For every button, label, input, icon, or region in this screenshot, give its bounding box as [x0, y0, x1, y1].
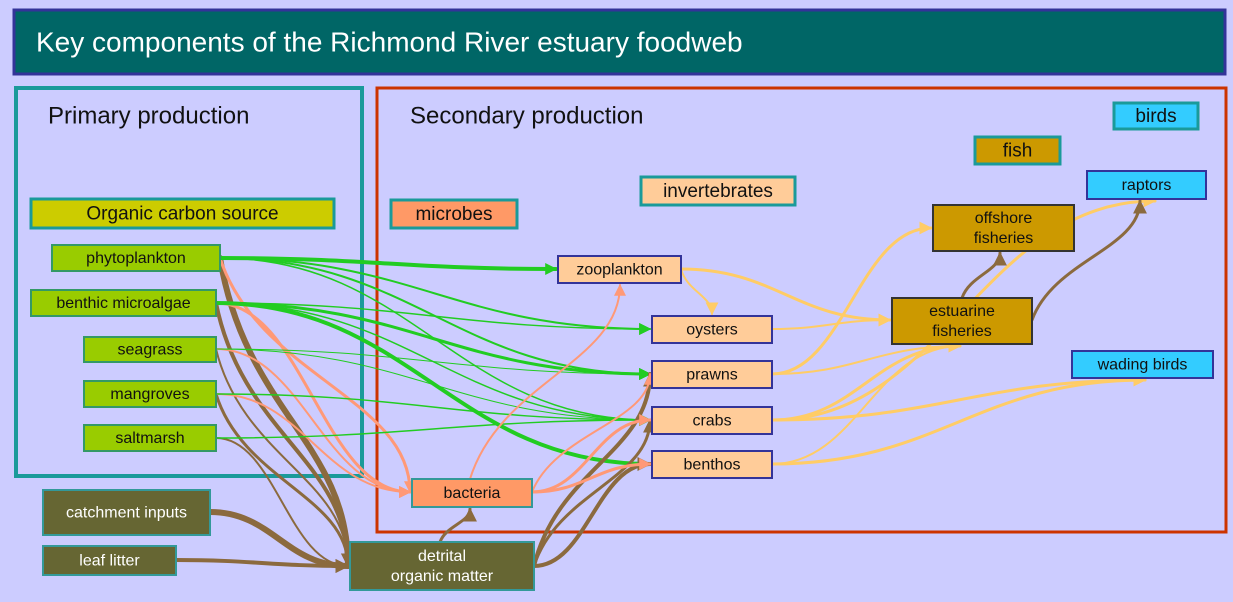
node-box — [42, 545, 177, 576]
node-label: saltmarsh — [115, 430, 184, 447]
group-box — [973, 135, 1062, 166]
node-box — [51, 244, 221, 272]
node-box — [349, 541, 535, 591]
group-box — [29, 197, 336, 230]
node-box — [891, 297, 1033, 345]
flow-arrow — [174, 558, 350, 573]
flow-arrow — [530, 458, 652, 494]
flow-arrow — [771, 339, 962, 465]
flow-arrow — [532, 457, 652, 568]
panel-title: Primary production — [48, 102, 249, 129]
group-label: Organic carbon source — [86, 204, 278, 225]
flow-arrow — [771, 339, 962, 375]
flow-arrow — [1030, 199, 1147, 322]
node-box — [83, 424, 217, 452]
flow-arrow — [207, 509, 351, 573]
flow-arrow — [214, 301, 412, 498]
node-label: organic matter — [391, 568, 494, 585]
node-label: benthic microalgae — [56, 295, 190, 312]
group-box — [639, 175, 797, 207]
node-label: raptors — [1122, 177, 1172, 194]
node-box — [557, 255, 682, 284]
title-bar — [12, 8, 1227, 76]
flow-arrow — [770, 373, 1147, 422]
group-label: fish — [1003, 141, 1033, 162]
node-label: seagrass — [118, 342, 183, 359]
flow-arrow — [531, 372, 656, 493]
flow-arrow — [218, 256, 416, 494]
node-box — [83, 336, 217, 363]
group-box — [389, 198, 519, 230]
node-box — [651, 315, 773, 344]
node-label: zooplankton — [576, 262, 662, 279]
flow-arrow — [215, 348, 355, 568]
flow-arrow — [679, 267, 892, 327]
node-label: phytoplankton — [86, 250, 186, 267]
group-label: birds — [1135, 106, 1176, 127]
title: Key components of the Richmond River est… — [36, 26, 743, 57]
node-box — [30, 289, 217, 317]
node-box — [83, 380, 217, 408]
primary-panel — [14, 86, 364, 478]
flow-arrow — [532, 372, 657, 568]
flow-arrow — [215, 302, 652, 335]
node-box — [1086, 170, 1207, 200]
node-label: bacteria — [444, 485, 501, 502]
flow-arrow — [771, 313, 892, 330]
flow-arrow — [770, 373, 1147, 466]
flow-arrow — [214, 392, 355, 568]
flow-arrow — [532, 418, 657, 568]
node-label: oysters — [686, 322, 738, 339]
node-box — [651, 450, 773, 479]
flow-arrow — [219, 257, 652, 335]
flow-arrow — [215, 437, 350, 573]
node-box — [411, 478, 533, 508]
flow-arrow — [469, 283, 626, 480]
group-box — [1112, 101, 1200, 131]
node-label: detrital — [418, 548, 466, 565]
node-box — [1071, 350, 1214, 379]
node-box — [42, 489, 211, 536]
flow-arrow — [215, 414, 652, 439]
flow-arrow — [960, 251, 1007, 300]
flow-arrow — [680, 268, 719, 316]
flow-arrow — [218, 256, 558, 275]
flow-arrow — [530, 414, 652, 494]
flow-arrow — [214, 301, 652, 380]
node-label: fisheries — [932, 323, 992, 340]
node-label: wading birds — [1097, 357, 1188, 374]
group-label: microbes — [415, 204, 492, 225]
node-label: prawns — [686, 367, 738, 384]
flow-arrow — [217, 255, 355, 569]
node-box — [932, 204, 1075, 252]
flow-arrow — [215, 302, 652, 426]
node-box — [651, 406, 773, 435]
flow-arrow — [215, 393, 412, 498]
node-label: crabs — [692, 413, 731, 430]
flow-arrow — [215, 348, 412, 498]
node-box — [651, 360, 773, 389]
flow-arrow — [215, 393, 652, 426]
node-label: leaf litter — [79, 553, 140, 570]
node-label: estuarine — [929, 303, 995, 320]
node-label: offshore — [975, 210, 1033, 227]
node-label: benthos — [684, 457, 741, 474]
node-label: fisheries — [974, 230, 1034, 247]
flow-arrow — [770, 221, 933, 376]
flow-arrow — [214, 301, 652, 470]
node-label: catchment inputs — [66, 505, 187, 522]
node-label: mangroves — [110, 386, 189, 403]
flow-arrow — [438, 507, 477, 544]
panel-title: Secondary production — [410, 102, 643, 129]
group-label: invertebrates — [663, 181, 773, 202]
